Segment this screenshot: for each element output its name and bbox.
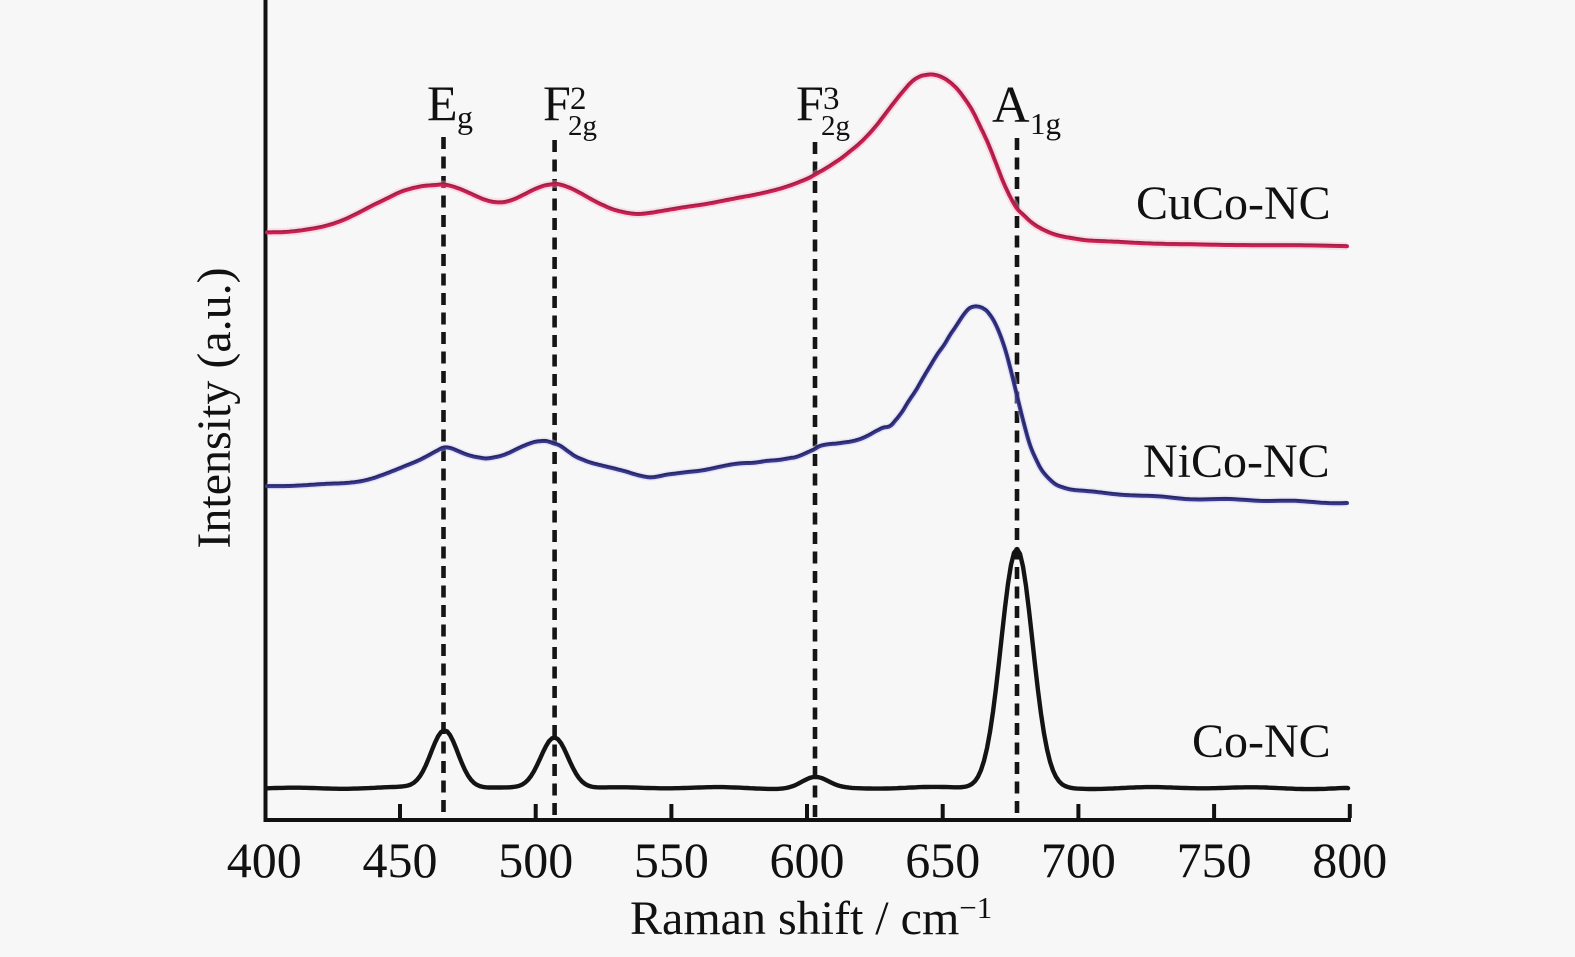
svg-text:700: 700 <box>1041 832 1116 888</box>
svg-text:NiCo-NC: NiCo-NC <box>1143 435 1330 488</box>
svg-text:650: 650 <box>905 832 980 888</box>
svg-text:600: 600 <box>770 832 845 888</box>
svg-text:CuCo-NC: CuCo-NC <box>1136 177 1331 230</box>
svg-text:2g: 2g <box>568 110 597 142</box>
svg-text:Intensity (a.u.): Intensity (a.u.) <box>188 267 241 548</box>
svg-text:F: F <box>543 75 571 131</box>
svg-text:550: 550 <box>634 832 709 888</box>
svg-text:750: 750 <box>1177 832 1252 888</box>
svg-text:800: 800 <box>1312 832 1387 888</box>
svg-text:1g: 1g <box>1030 106 1061 141</box>
svg-text:500: 500 <box>498 832 573 888</box>
svg-text:400: 400 <box>227 832 302 888</box>
svg-text:g: g <box>457 99 473 135</box>
svg-text:3: 3 <box>823 81 840 117</box>
svg-text:A: A <box>992 77 1030 134</box>
svg-text:Co-NC: Co-NC <box>1192 715 1331 768</box>
svg-text:450: 450 <box>363 832 438 888</box>
svg-text:E: E <box>427 75 458 131</box>
svg-text:2: 2 <box>570 81 587 117</box>
svg-text:2g: 2g <box>821 110 850 142</box>
svg-text:F: F <box>796 75 824 131</box>
svg-text:Raman shift / cm−1: Raman shift / cm−1 <box>630 890 992 945</box>
